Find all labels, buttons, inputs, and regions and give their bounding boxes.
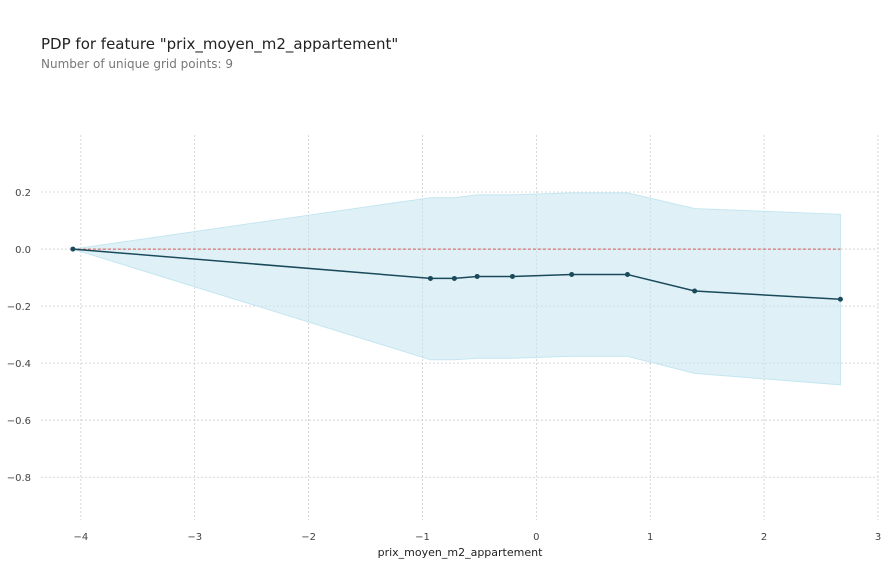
x-tick-label: −4 xyxy=(73,532,88,543)
y-tick-label: −0.8 xyxy=(7,473,31,484)
y-tick-label: −0.2 xyxy=(7,302,31,313)
x-tick-label: −2 xyxy=(301,532,316,543)
pdp-point xyxy=(427,275,433,281)
y-tick-label: −0.6 xyxy=(7,416,31,427)
pdp-point xyxy=(451,275,457,281)
pdp-point xyxy=(624,271,630,277)
pdp-point xyxy=(837,296,843,302)
x-axis-label: prix_moyen_m2_appartement xyxy=(378,546,543,559)
chart-subtitle: Number of unique grid points: 9 xyxy=(41,57,234,71)
series-layer xyxy=(70,246,843,302)
pdp-point xyxy=(692,288,698,294)
x-tick-label: −3 xyxy=(187,532,202,543)
x-tick-label: 2 xyxy=(761,532,767,543)
x-tick-label: −1 xyxy=(415,532,430,543)
x-tick-label: 0 xyxy=(533,532,539,543)
pdp-point xyxy=(70,246,76,252)
y-tick-label: −0.4 xyxy=(7,359,31,370)
y-tick-label: 0.2 xyxy=(15,188,31,199)
y-tick-label: 0.0 xyxy=(15,245,31,256)
confidence-band xyxy=(72,192,841,386)
x-tick-label: 1 xyxy=(647,532,653,543)
pdp-point xyxy=(474,273,480,279)
pdp-point xyxy=(509,273,515,279)
tick-label-layer: −4 −3 −2 −1 0 1 2 3 0.2 0.0 −0.2 −0.4 −0.6 −0.8 xyxy=(7,188,881,543)
pdp-point xyxy=(569,271,575,277)
chart-title: PDP for feature "prix_moyen_m2_apparteme… xyxy=(41,35,399,53)
confidence-band-layer xyxy=(72,192,841,386)
x-tick-label: 3 xyxy=(875,532,881,543)
